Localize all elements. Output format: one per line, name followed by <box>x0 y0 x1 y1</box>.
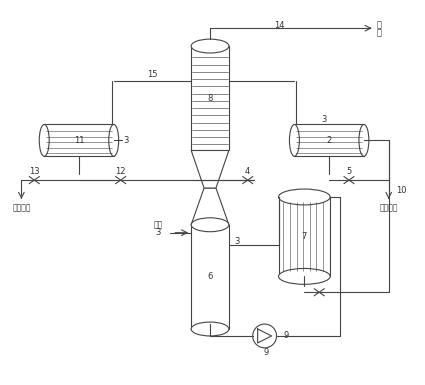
Text: 10: 10 <box>396 186 406 194</box>
Ellipse shape <box>278 268 330 285</box>
Text: 5: 5 <box>346 167 351 176</box>
Bar <box>191 46 229 150</box>
Text: 9: 9 <box>284 331 289 340</box>
Bar <box>295 124 364 156</box>
Text: 间位产品: 间位产品 <box>12 203 31 213</box>
Polygon shape <box>191 150 229 188</box>
Text: 11: 11 <box>74 136 84 145</box>
Text: 真: 真 <box>377 21 382 30</box>
Text: 8: 8 <box>207 94 212 103</box>
Ellipse shape <box>289 124 299 156</box>
Text: 4: 4 <box>245 167 250 176</box>
Text: 空: 空 <box>377 28 382 38</box>
Text: 3: 3 <box>123 136 128 145</box>
Text: 14: 14 <box>274 21 285 30</box>
Text: 6: 6 <box>207 272 212 281</box>
Ellipse shape <box>359 124 369 156</box>
Circle shape <box>253 324 277 348</box>
Ellipse shape <box>39 124 49 156</box>
Polygon shape <box>191 188 229 225</box>
Text: 12: 12 <box>116 167 126 176</box>
Bar <box>191 225 229 329</box>
Ellipse shape <box>191 322 229 336</box>
Ellipse shape <box>109 124 119 156</box>
Text: 15: 15 <box>147 70 158 79</box>
Ellipse shape <box>278 189 330 205</box>
Text: 9: 9 <box>264 348 269 357</box>
Bar <box>278 197 330 276</box>
Text: 13: 13 <box>29 167 40 176</box>
Ellipse shape <box>191 39 229 53</box>
Text: 3: 3 <box>321 115 327 124</box>
Text: 3: 3 <box>234 237 240 246</box>
Text: 2: 2 <box>326 136 332 145</box>
Text: 对位产品: 对位产品 <box>380 203 398 213</box>
Ellipse shape <box>191 218 229 232</box>
Text: 原料: 原料 <box>154 220 163 229</box>
Bar <box>44 124 114 156</box>
Text: 7: 7 <box>302 232 307 241</box>
Text: 3: 3 <box>156 228 161 237</box>
